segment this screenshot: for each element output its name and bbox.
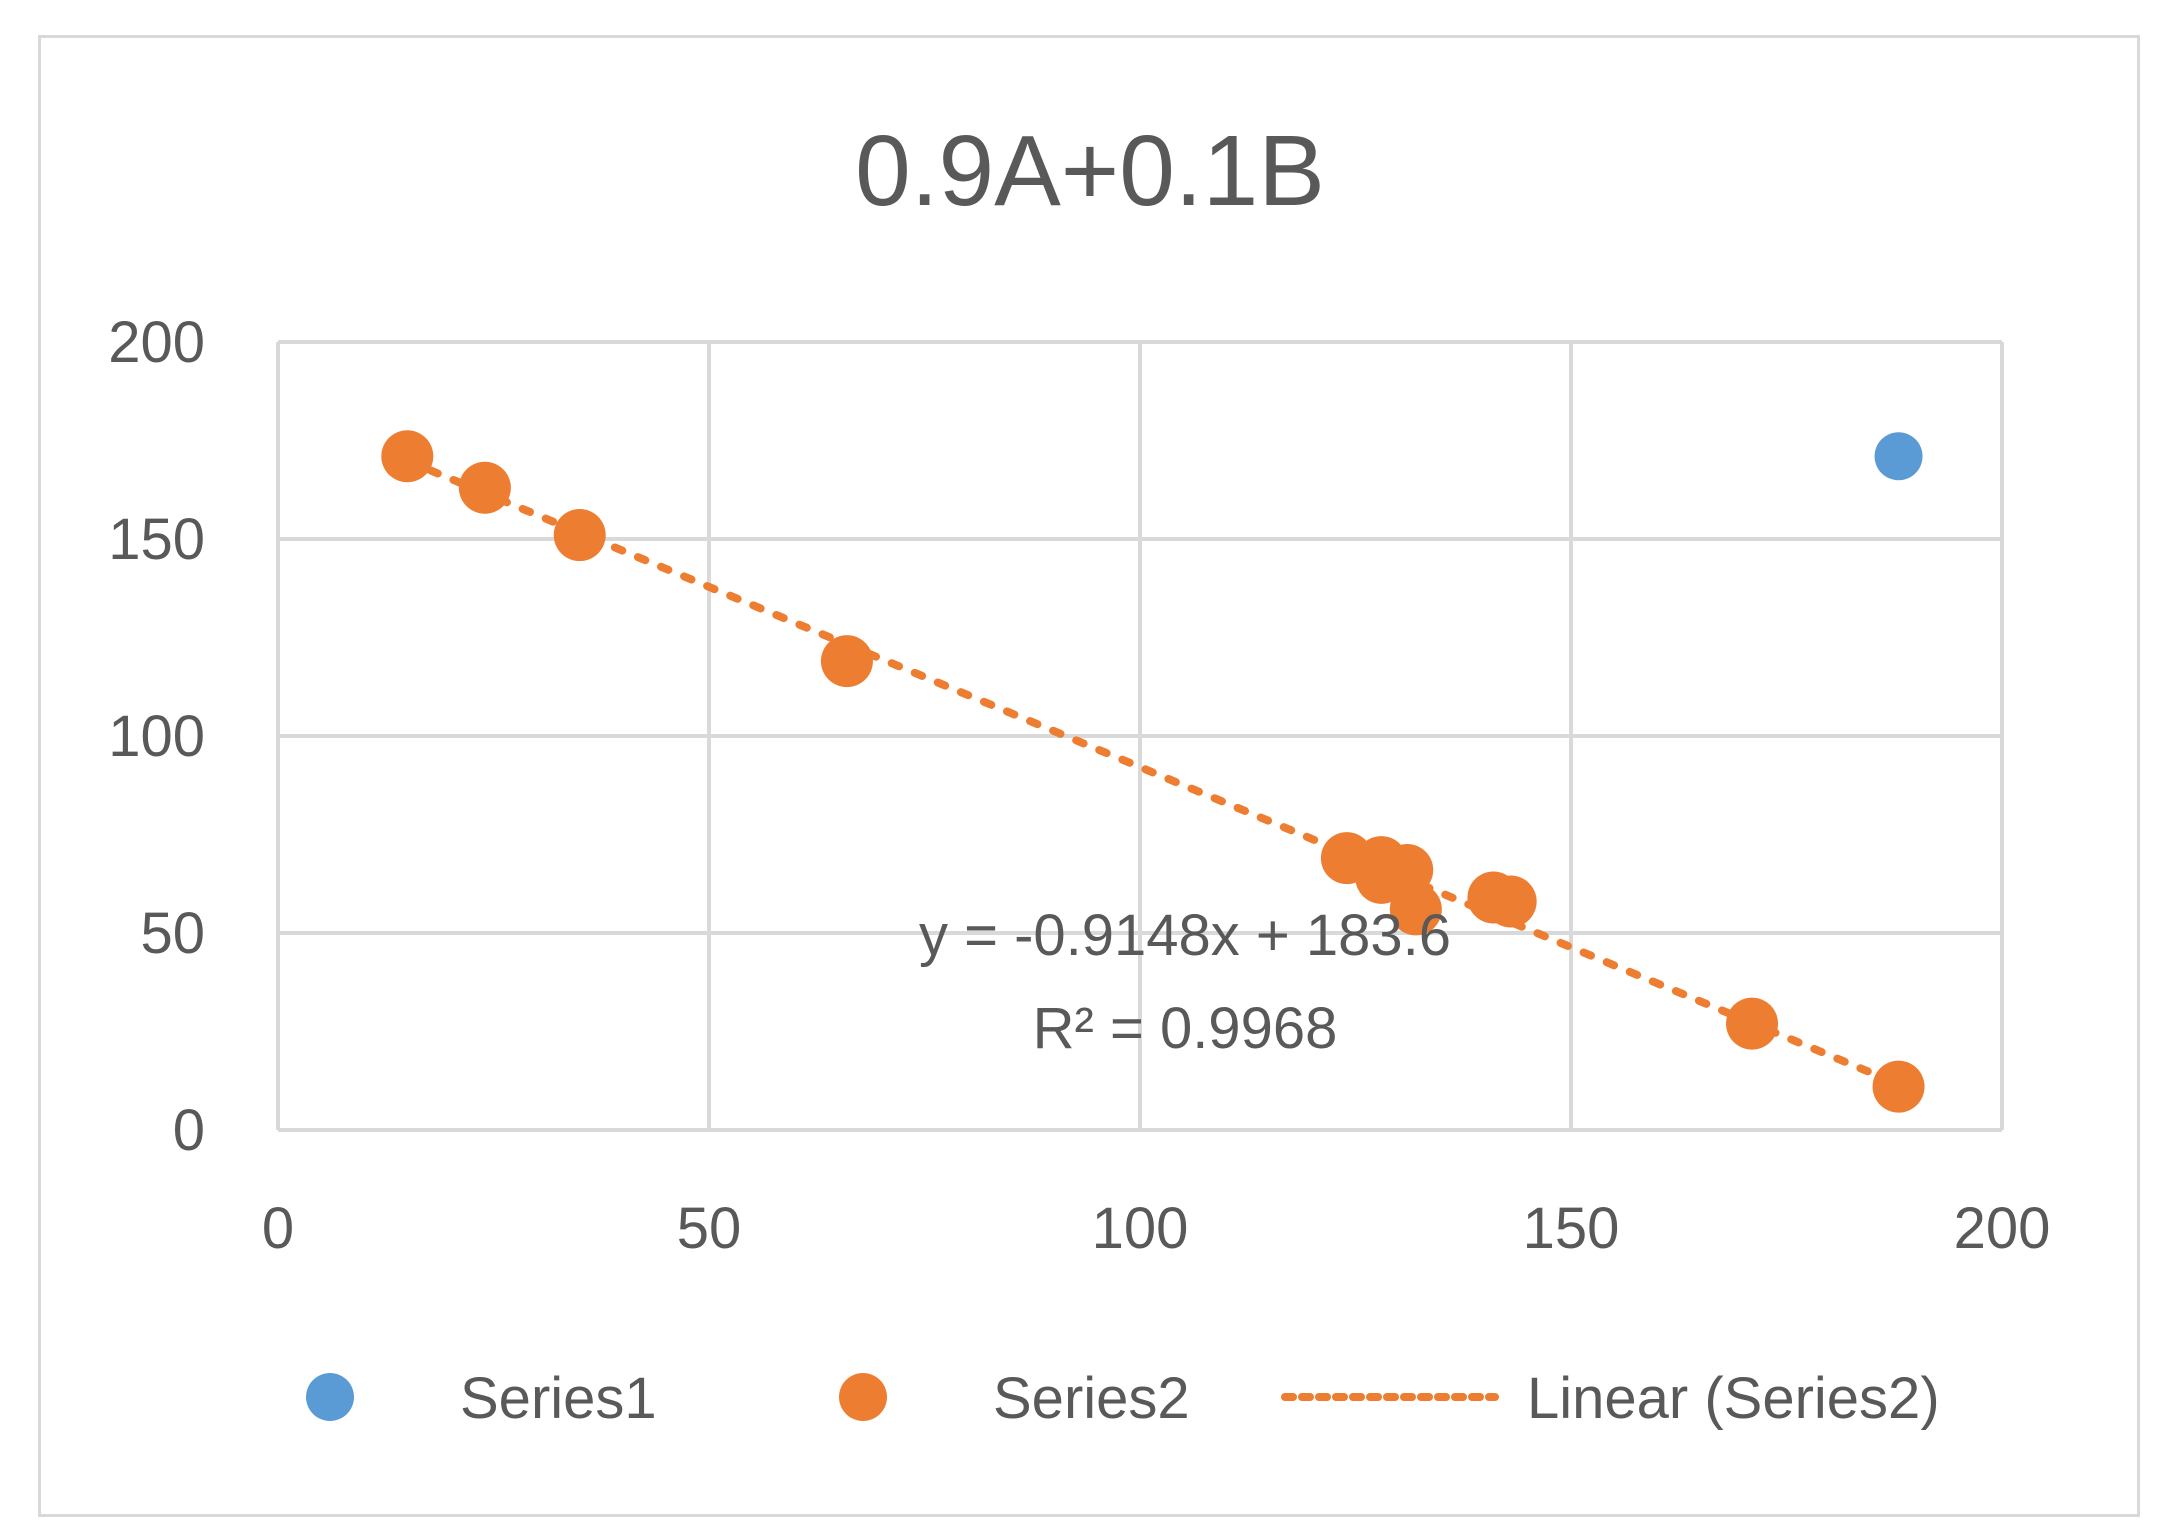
y-tick-label-3: 150 (108, 507, 205, 572)
chart-frame (38, 35, 2140, 1517)
legend-label-series2: Series2 (993, 1366, 1190, 1431)
x-tick-label-0: 0 (262, 1196, 294, 1261)
point-series2-1 (458, 461, 511, 514)
y-tick-label-1: 50 (140, 901, 205, 966)
legend-marker-series2 (839, 1373, 887, 1421)
data-points (381, 430, 1925, 1113)
legend: Series1 Series2 Linear (Series2) (306, 1366, 1940, 1431)
point-series2-8 (1389, 883, 1442, 936)
legend-marker-series1 (306, 1373, 354, 1421)
trendline-group (403, 456, 1903, 1089)
point-series2-3 (820, 635, 873, 688)
y-tick-label-4: 200 (108, 310, 205, 375)
chart-title: 0.9A+0.1B (855, 115, 1325, 227)
point-series2-10 (1484, 875, 1537, 928)
y-axis-ticks: 0 50 100 150 200 (108, 310, 205, 1163)
point-series2-12 (1872, 1060, 1925, 1113)
y-tick-label-2: 100 (108, 704, 205, 769)
point-series1-0 (1874, 432, 1923, 481)
x-tick-label-2: 100 (1092, 1196, 1189, 1261)
x-tick-label-1: 50 (677, 1196, 742, 1261)
y-tick-label-0: 0 (173, 1098, 205, 1163)
legend-label-trendline: Linear (Series2) (1527, 1366, 1940, 1431)
point-series2-11 (1726, 997, 1779, 1050)
legend-label-series1: Series1 (460, 1366, 657, 1431)
trendline (403, 456, 1903, 1089)
x-tick-label-3: 150 (1523, 1196, 1620, 1261)
x-tick-label-4: 200 (1954, 1196, 2051, 1261)
x-axis-ticks: 0 50 100 150 200 (262, 1196, 2051, 1261)
point-series2-2 (553, 509, 606, 562)
trendline-r2: R² = 0.9968 (1033, 996, 1338, 1061)
point-series2-7 (1381, 843, 1434, 896)
point-series2-0 (381, 430, 434, 483)
trendline-equation: y = -0.9148x + 183.6 (919, 903, 1451, 968)
